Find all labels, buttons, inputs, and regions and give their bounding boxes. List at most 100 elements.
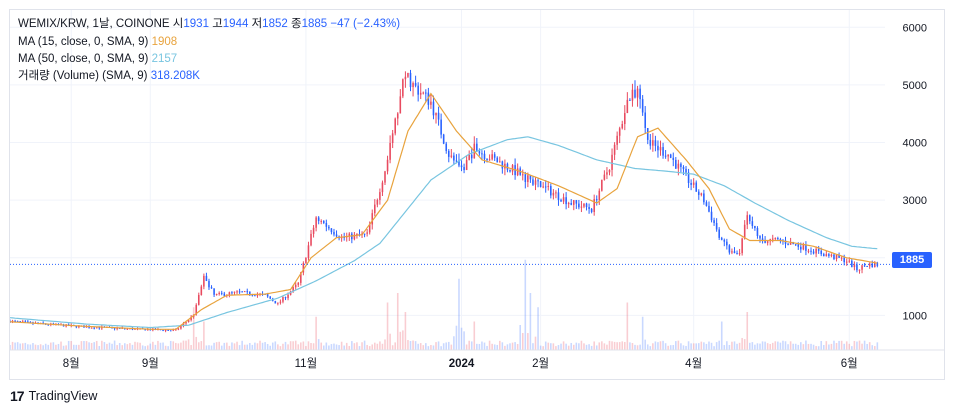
volume-bar bbox=[601, 341, 603, 350]
volume-bar bbox=[47, 344, 50, 350]
candle-body bbox=[738, 253, 741, 255]
candle-body bbox=[598, 190, 601, 201]
candle-body bbox=[524, 174, 527, 182]
candle-body bbox=[437, 112, 440, 120]
volume-bar bbox=[366, 344, 368, 350]
candle-body bbox=[113, 327, 116, 329]
tradingview-logo-icon: 17 bbox=[10, 388, 25, 404]
candle-body bbox=[447, 150, 450, 157]
candle-body bbox=[455, 160, 458, 162]
candle-body bbox=[404, 76, 407, 80]
volume-bar bbox=[749, 342, 751, 350]
volume-bar bbox=[493, 344, 496, 350]
candle-body bbox=[585, 203, 588, 208]
candle-body bbox=[616, 135, 618, 145]
volume-bar bbox=[124, 343, 126, 350]
volume-bar bbox=[672, 345, 675, 350]
candle-body bbox=[435, 112, 437, 116]
volume-bar bbox=[246, 344, 249, 350]
candle-body bbox=[294, 284, 297, 288]
volume-bar bbox=[575, 342, 578, 350]
candle-body bbox=[629, 99, 631, 101]
candle-body bbox=[805, 244, 807, 251]
volume-bar bbox=[93, 342, 95, 350]
volume-bar bbox=[70, 341, 73, 350]
candle-body bbox=[593, 199, 595, 212]
candle-body bbox=[233, 291, 236, 293]
volume-bar bbox=[646, 344, 649, 350]
candle-body bbox=[486, 158, 488, 160]
volume-bar bbox=[358, 346, 361, 350]
volume-bar bbox=[103, 342, 106, 350]
candle-body bbox=[414, 83, 417, 86]
candle-body bbox=[649, 139, 652, 146]
candle-body bbox=[391, 133, 394, 143]
candle-body bbox=[851, 260, 853, 268]
candle-body bbox=[412, 83, 414, 88]
volume-bar bbox=[858, 340, 861, 350]
candle-body bbox=[238, 291, 241, 293]
candle-body bbox=[583, 203, 585, 207]
volume-bar bbox=[195, 336, 198, 350]
symbol-label: WEMIX/KRW, 1날, COINONE bbox=[18, 18, 170, 30]
candle-body bbox=[815, 248, 817, 254]
candle-body bbox=[210, 287, 213, 289]
candle-body bbox=[521, 174, 524, 176]
candle-body bbox=[675, 159, 677, 169]
legend-ma50-row[interactable]: MA (50, close, 0, SMA, 9) 2157 bbox=[18, 52, 177, 66]
footer-branding[interactable]: 17 TradingView bbox=[10, 388, 97, 404]
candle-layer bbox=[10, 69, 879, 333]
legend-volume-row[interactable]: 거래량 (Volume) (SMA, 9) 318.208K bbox=[18, 69, 200, 83]
volume-bar bbox=[483, 342, 486, 350]
volume-bar bbox=[805, 340, 807, 350]
candle-body bbox=[335, 234, 338, 237]
candle-body bbox=[700, 193, 703, 195]
candle-body bbox=[483, 153, 486, 159]
volume-bar bbox=[845, 341, 848, 350]
candle-body bbox=[374, 204, 376, 214]
volume-bar bbox=[789, 341, 792, 350]
candle-body bbox=[825, 254, 828, 257]
volume-bar bbox=[606, 344, 608, 350]
volume-bar bbox=[468, 340, 470, 350]
candle-body bbox=[251, 294, 254, 296]
candle-body bbox=[289, 291, 292, 295]
volume-bar bbox=[733, 341, 736, 350]
candle-body bbox=[169, 330, 172, 332]
candle-body bbox=[626, 99, 629, 114]
volume-bar bbox=[172, 341, 175, 350]
chart-frame[interactable] bbox=[9, 9, 945, 380]
volume-bar bbox=[404, 312, 407, 350]
candle-body bbox=[200, 286, 203, 296]
volume-bar bbox=[16, 342, 19, 350]
volume-bar bbox=[335, 344, 338, 350]
candle-body bbox=[300, 272, 302, 283]
volume-bar bbox=[856, 341, 858, 350]
candle-body bbox=[797, 244, 800, 247]
volume-bar bbox=[399, 331, 402, 350]
volume-bar bbox=[384, 339, 386, 350]
candle-body bbox=[453, 155, 455, 161]
volume-bar bbox=[432, 345, 435, 350]
legend-ma15-row[interactable]: MA (15, close, 0, SMA, 9) 1908 bbox=[18, 35, 177, 49]
volume-bar bbox=[690, 343, 692, 350]
candle-body bbox=[840, 257, 843, 259]
volume-bar bbox=[363, 340, 366, 350]
price-chart[interactable]: 100020003000400050006000 8월9월11월20242월4월… bbox=[10, 10, 945, 380]
candle-body bbox=[463, 167, 465, 171]
volume-bar bbox=[282, 343, 284, 350]
candle-body bbox=[858, 269, 861, 271]
candle-body bbox=[669, 154, 672, 158]
volume-bar bbox=[833, 340, 835, 350]
volume-bar bbox=[343, 345, 345, 350]
volume-bar bbox=[289, 341, 292, 350]
candle-body bbox=[440, 119, 442, 135]
volume-bar bbox=[62, 345, 65, 350]
volume-bar bbox=[764, 341, 766, 350]
candle-body bbox=[794, 244, 797, 246]
candle-body bbox=[863, 265, 866, 267]
volume-bar bbox=[419, 343, 422, 350]
candle-body bbox=[570, 202, 573, 205]
candle-body bbox=[728, 245, 731, 253]
candle-body bbox=[588, 207, 590, 209]
